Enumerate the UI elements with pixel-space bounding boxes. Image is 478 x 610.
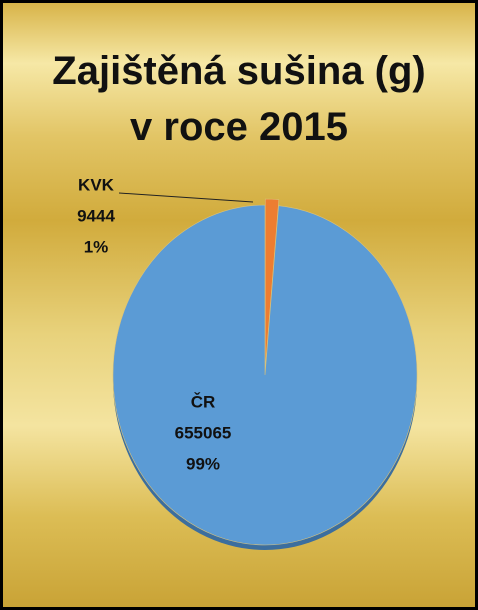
slice-percent: 99% [186,454,220,473]
pie-slice [112,204,418,546]
slice-value: 655065 [175,423,232,442]
pie-area: KVK 9444 1% ČR 655065 99% [77,175,418,550]
slice-value: 9444 [77,206,115,225]
slice-category: ČR [191,392,216,411]
leader-line [118,192,254,203]
slice-category: KVK [78,175,115,194]
slice-percent: 1% [84,237,109,256]
chart-title: Zajištěná sušina (g) v roce 2015 [52,49,426,149]
